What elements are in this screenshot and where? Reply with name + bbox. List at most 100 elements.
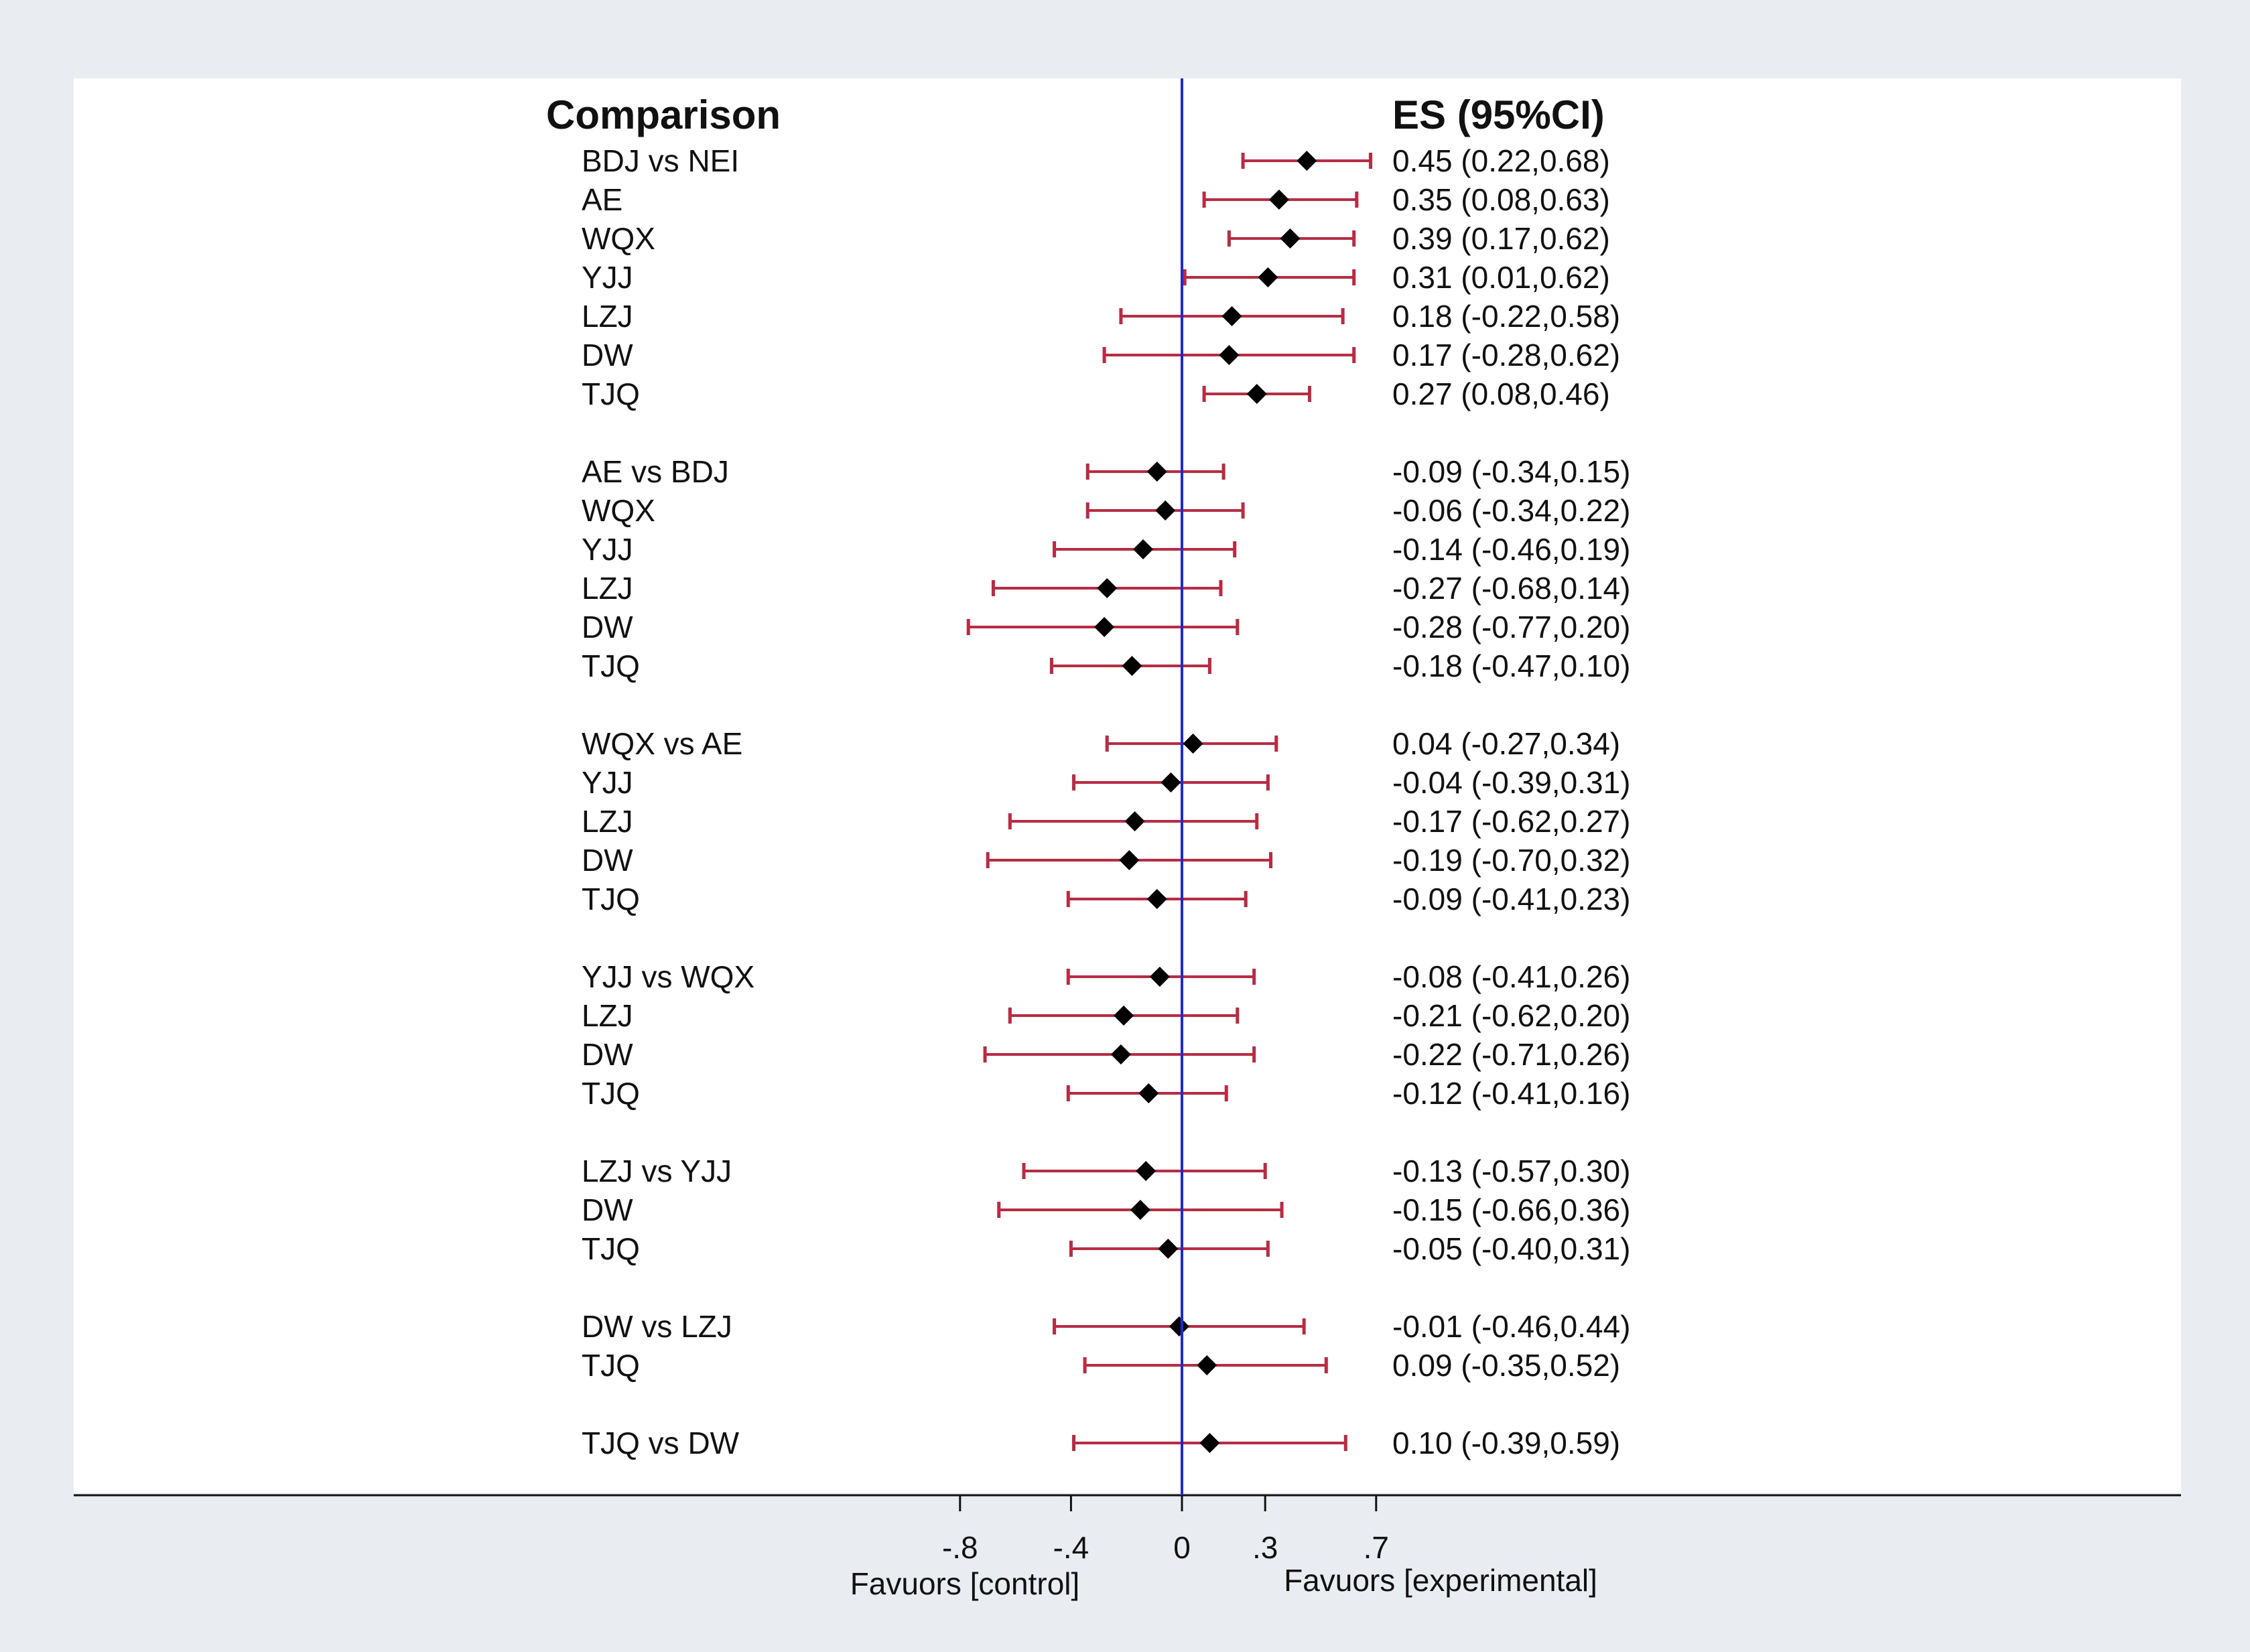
row-estimate: 0.27 (0.08,0.46) xyxy=(1392,376,1610,411)
row-label: DW xyxy=(582,338,633,372)
row-label: DW xyxy=(582,1192,633,1227)
point-estimate-marker xyxy=(1158,1239,1179,1259)
row-estimate: -0.28 (-0.77,0.20) xyxy=(1392,610,1630,644)
row-label: TJQ xyxy=(582,376,640,411)
forest-row: DW 0.17 (-0.28,0.62) xyxy=(582,338,1620,372)
study-rows: BDJ vs NEI 0.45 (0.22,0.68) AE 0.35 (0.08,0… xyxy=(582,143,1630,1460)
row-estimate: -0.18 (-0.47,0.10) xyxy=(1392,648,1630,683)
row-estimate: 0.35 (0.08,0.63) xyxy=(1392,182,1610,217)
row-label: YJJ vs WQX xyxy=(582,959,754,994)
forest-row: LZJ 0.18 (-0.22,0.58) xyxy=(582,299,1620,334)
forest-row: YJJ -0.14 (-0.46,0.19) xyxy=(582,532,1630,567)
row-estimate: -0.21 (-0.62,0.20) xyxy=(1392,998,1630,1033)
row-label: TJQ xyxy=(582,1076,640,1111)
row-estimate: -0.01 (-0.46,0.44) xyxy=(1392,1309,1630,1344)
forest-row: DW -0.22 (-0.71,0.26) xyxy=(582,1037,1630,1072)
row-estimate: -0.22 (-0.71,0.26) xyxy=(1392,1037,1630,1072)
label-column-header: Comparison xyxy=(546,92,781,137)
row-estimate: -0.15 (-0.66,0.36) xyxy=(1392,1192,1630,1227)
forest-row: TJQ 0.09 (-0.35,0.52) xyxy=(582,1348,1620,1383)
row-label: LZJ xyxy=(582,299,633,334)
x-tick-label: .7 xyxy=(1364,1530,1389,1565)
forest-row: DW -0.28 (-0.77,0.20) xyxy=(582,610,1630,644)
point-estimate-marker xyxy=(1094,617,1115,637)
row-label: TJQ xyxy=(582,648,640,683)
point-estimate-marker xyxy=(1221,306,1242,326)
row-label: YJJ xyxy=(582,532,633,567)
forest-row: TJQ vs DW 0.10 (-0.39,0.59) xyxy=(582,1426,1620,1460)
row-estimate: -0.12 (-0.41,0.16) xyxy=(1392,1076,1630,1111)
point-estimate-marker xyxy=(1197,1355,1217,1375)
point-estimate-marker xyxy=(1110,1044,1131,1064)
forest-row: LZJ vs YJJ -0.13 (-0.57,0.30) xyxy=(582,1154,1630,1188)
row-estimate: -0.27 (-0.68,0.14) xyxy=(1392,571,1630,606)
row-label: LZJ vs YJJ xyxy=(582,1154,732,1188)
point-estimate-marker xyxy=(1133,539,1154,559)
x-tick-label: -.4 xyxy=(1053,1530,1089,1565)
point-estimate-marker xyxy=(1138,1083,1159,1103)
row-label: LZJ xyxy=(582,804,633,839)
row-label: WQX vs AE xyxy=(582,726,742,761)
forest-row: DW -0.19 (-0.70,0.32) xyxy=(582,843,1630,878)
point-estimate-marker xyxy=(1119,850,1140,870)
forest-row: DW vs LZJ -0.01 (-0.46,0.44) xyxy=(582,1309,1630,1344)
forest-row: LZJ -0.21 (-0.62,0.20) xyxy=(582,998,1630,1033)
forest-row: YJJ -0.04 (-0.39,0.31) xyxy=(582,765,1630,800)
row-estimate: 0.04 (-0.27,0.34) xyxy=(1392,726,1620,761)
row-estimate: -0.09 (-0.41,0.23) xyxy=(1392,882,1630,916)
row-estimate: 0.39 (0.17,0.62) xyxy=(1392,221,1610,256)
row-estimate: 0.18 (-0.22,0.58) xyxy=(1392,299,1620,334)
forest-row: TJQ -0.05 (-0.40,0.31) xyxy=(582,1231,1630,1266)
x-tick-label: .3 xyxy=(1252,1530,1278,1565)
row-estimate: 0.45 (0.22,0.68) xyxy=(1392,143,1610,178)
point-estimate-marker xyxy=(1280,228,1301,249)
row-estimate: 0.09 (-0.35,0.52) xyxy=(1392,1348,1620,1383)
row-label: WQX xyxy=(582,221,655,256)
point-estimate-marker xyxy=(1258,267,1278,287)
favours-experimental-label: Favuors [experimental] xyxy=(1284,1563,1597,1598)
forest-row: YJJ vs WQX -0.08 (-0.41,0.26) xyxy=(582,959,1630,994)
row-estimate: 0.31 (0.01,0.62) xyxy=(1392,260,1610,295)
favours-control-label: Favuors [control] xyxy=(850,1566,1080,1601)
point-estimate-marker xyxy=(1149,967,1170,987)
point-estimate-marker xyxy=(1183,734,1203,754)
row-label: DW vs LZJ xyxy=(582,1309,732,1344)
point-estimate-marker xyxy=(1130,1200,1150,1220)
point-estimate-marker xyxy=(1114,1006,1134,1026)
forest-row: TJQ -0.09 (-0.41,0.23) xyxy=(582,882,1630,916)
row-label: TJQ xyxy=(582,1231,640,1266)
forest-row: AE vs BDJ -0.09 (-0.34,0.15) xyxy=(582,454,1630,489)
row-label: AE xyxy=(582,182,622,217)
point-estimate-marker xyxy=(1219,345,1240,365)
estimate-column-header: ES (95%CI) xyxy=(1392,92,1605,137)
row-estimate: -0.19 (-0.70,0.32) xyxy=(1392,843,1630,878)
row-label: AE vs BDJ xyxy=(582,454,729,489)
row-estimate: 0.10 (-0.39,0.59) xyxy=(1392,1426,1620,1460)
row-label: YJJ xyxy=(582,765,633,800)
forest-row: TJQ -0.12 (-0.41,0.16) xyxy=(582,1076,1630,1111)
row-label: DW xyxy=(582,1037,633,1072)
row-estimate: -0.17 (-0.62,0.27) xyxy=(1392,804,1630,839)
x-tick-label: 0 xyxy=(1173,1530,1191,1565)
point-estimate-marker xyxy=(1155,500,1176,521)
point-estimate-marker xyxy=(1297,151,1317,171)
point-estimate-marker xyxy=(1169,1316,1189,1336)
forest-row: YJJ 0.31 (0.01,0.62) xyxy=(582,260,1610,295)
row-estimate: 0.17 (-0.28,0.62) xyxy=(1392,338,1620,372)
point-estimate-marker xyxy=(1161,772,1181,793)
point-estimate-marker xyxy=(1146,462,1167,482)
x-tick-label: -.8 xyxy=(942,1530,978,1565)
forest-row: TJQ -0.18 (-0.47,0.10) xyxy=(582,648,1630,683)
forest-row: WQX 0.39 (0.17,0.62) xyxy=(582,221,1610,256)
point-estimate-marker xyxy=(1199,1433,1220,1453)
point-estimate-marker xyxy=(1136,1161,1156,1181)
row-label: TJQ vs DW xyxy=(582,1426,740,1460)
row-label: LZJ xyxy=(582,571,633,606)
row-label: TJQ xyxy=(582,1348,640,1383)
forest-row: LZJ -0.17 (-0.62,0.27) xyxy=(582,804,1630,839)
row-label: TJQ xyxy=(582,882,640,916)
forest-row: TJQ 0.27 (0.08,0.46) xyxy=(582,376,1610,411)
forest-row: LZJ -0.27 (-0.68,0.14) xyxy=(582,571,1630,606)
point-estimate-marker xyxy=(1097,578,1118,598)
